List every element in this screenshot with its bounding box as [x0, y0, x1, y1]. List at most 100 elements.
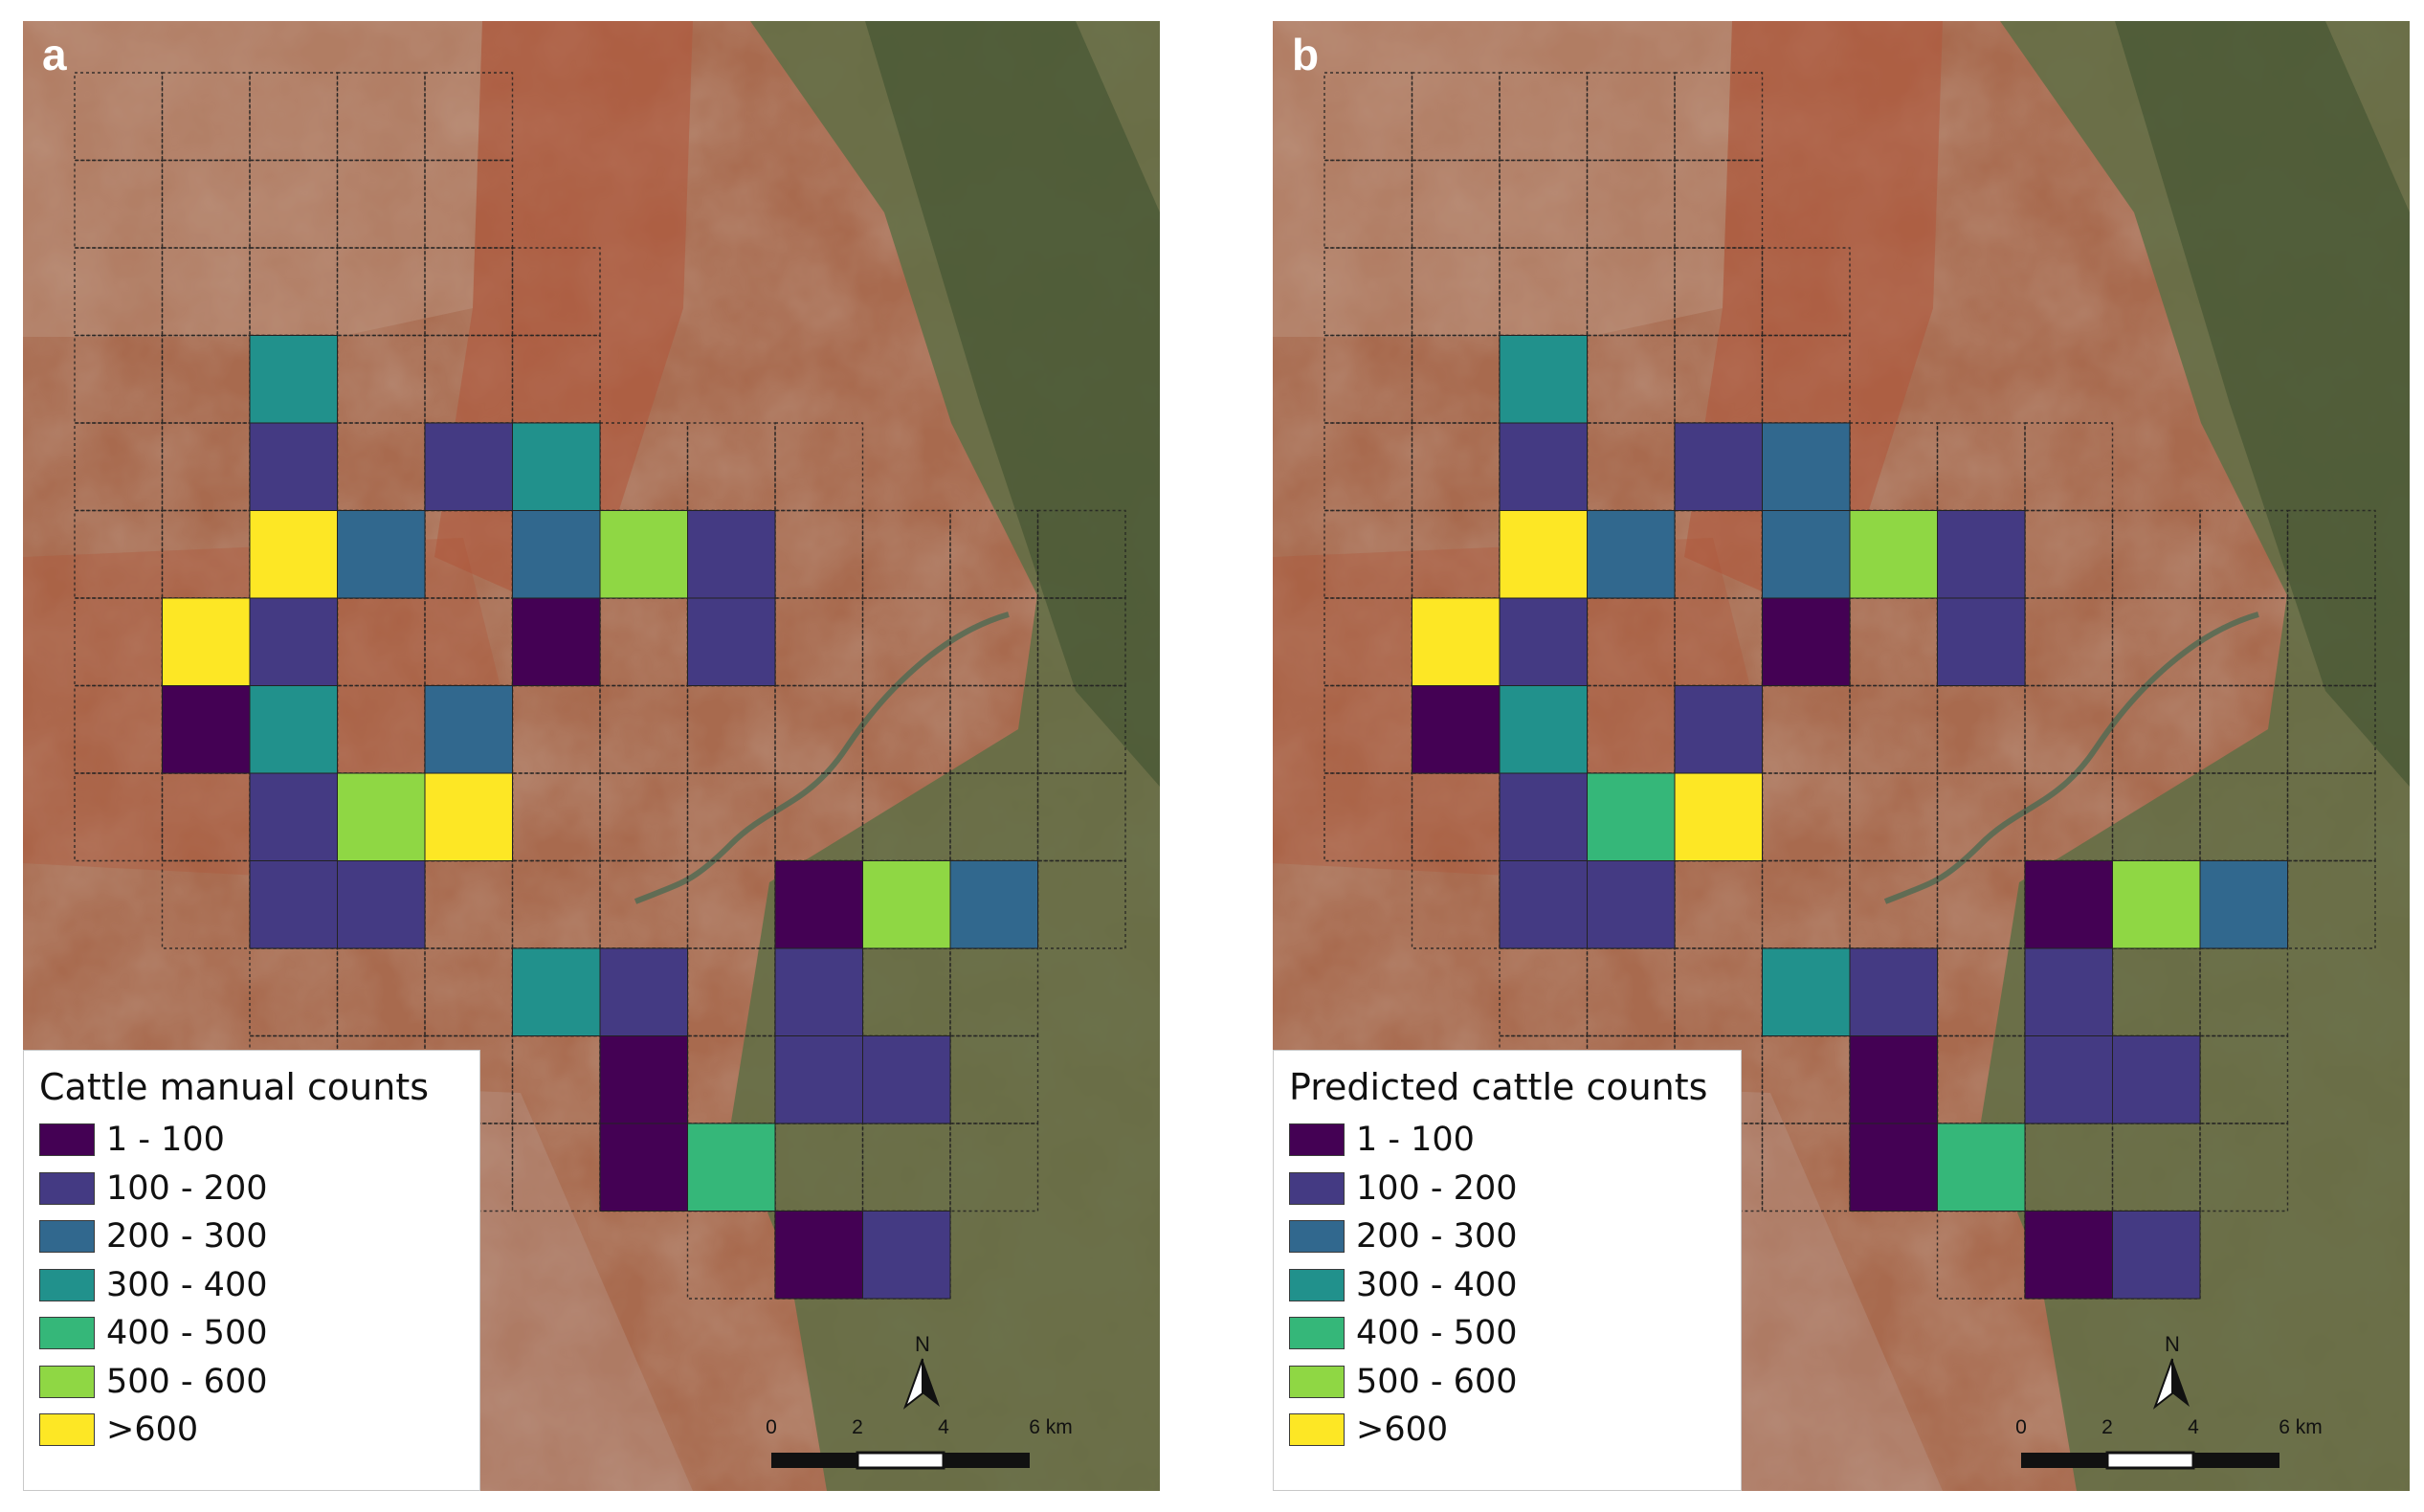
legend-item: 500 - 600	[1289, 1358, 1727, 1407]
grid-cell	[1411, 859, 1501, 949]
grid-cell	[249, 72, 339, 162]
count-cell	[1937, 597, 2026, 686]
count-cell	[249, 860, 338, 949]
dense-vegetation	[865, 21, 1160, 787]
grid-cell	[1036, 772, 1126, 862]
grid-cell	[511, 1034, 601, 1124]
count-cell	[1587, 860, 1676, 949]
grid-cell	[249, 947, 339, 1037]
grid-cell	[1411, 334, 1501, 424]
grid-cell	[774, 422, 864, 512]
grid-cell	[599, 772, 689, 862]
count-cell	[1674, 422, 1763, 511]
grid-cell	[2111, 597, 2201, 687]
count-cell	[1937, 1123, 2026, 1212]
grid-cell	[1036, 509, 1126, 599]
north-arrow-a: N	[901, 1332, 944, 1418]
grid-cell	[161, 772, 251, 862]
count-cell	[424, 685, 513, 774]
grid-cell	[74, 597, 164, 687]
legend-rows: 1 - 100 100 - 200 200 - 300 300 - 400 400 - …	[39, 1116, 466, 1455]
legend-swatch	[1289, 1317, 1345, 1350]
pale-soil-patch	[1273, 21, 1732, 337]
grid-cell	[1586, 247, 1676, 337]
scale-tick-label: 0	[2015, 1416, 2027, 1438]
legend-label: 400 - 500	[106, 1314, 268, 1353]
count-cell	[337, 860, 426, 949]
grid-cell	[2199, 684, 2289, 774]
legend-item: 300 - 400	[39, 1261, 466, 1310]
grid-cell	[74, 159, 164, 249]
count-cell	[687, 597, 776, 686]
legend-swatch	[1289, 1365, 1345, 1398]
legend-label: 500 - 600	[1356, 1362, 1518, 1401]
grid-cell	[2111, 684, 2201, 774]
count-cell	[949, 860, 1038, 949]
count-cell	[774, 1211, 863, 1300]
count-cell	[249, 772, 338, 861]
scale-tick-label: 4	[938, 1416, 949, 1438]
count-cell	[687, 510, 776, 599]
river-channel	[1883, 611, 2259, 904]
legend-swatch	[39, 1365, 95, 1398]
legend-swatch	[1289, 1413, 1345, 1447]
grid-cell	[1499, 947, 1589, 1037]
count-cell	[1849, 1123, 1938, 1212]
grid-cell	[74, 72, 164, 162]
count-cell	[1849, 1035, 1938, 1124]
count-cell	[1674, 772, 1763, 861]
count-cell	[1412, 597, 1501, 686]
grid-cell	[2286, 684, 2376, 774]
legend-item: 400 - 500	[39, 1309, 466, 1358]
grid-cell	[861, 684, 951, 774]
grid-cell	[74, 334, 164, 424]
grid-cell	[424, 947, 514, 1037]
count-cell	[249, 685, 338, 774]
count-cell	[687, 1123, 776, 1212]
scale-tick-label: 2	[852, 1416, 863, 1438]
grid-cell	[336, 947, 426, 1037]
count-cell	[2024, 1211, 2113, 1300]
scale-tick-label: 0	[766, 1416, 777, 1438]
count-cell	[774, 1035, 863, 1124]
river-channel	[634, 611, 1010, 904]
grid-cell	[1586, 159, 1676, 249]
count-cell	[2024, 1035, 2113, 1124]
grid-cell	[1036, 684, 1126, 774]
scale-tick-label: 2	[2102, 1416, 2113, 1438]
grid-cell	[1323, 72, 1413, 162]
count-cell	[1587, 772, 1676, 861]
legend-swatch	[39, 1220, 95, 1254]
legend-b: Predicted cattle counts 1 - 100 100 - 200…	[1273, 1050, 1742, 1491]
grid-cell	[686, 684, 776, 774]
panel-letter-a: a	[42, 30, 67, 79]
grid-cell	[949, 509, 1039, 599]
count-cell	[424, 422, 513, 511]
legend-item: 1 - 100	[39, 1116, 466, 1165]
scale-tick-label: 6 km	[2279, 1416, 2323, 1438]
grid-cell	[424, 159, 514, 249]
map-panel-b: b Predicted cattle counts 1 - 100 100 - 2…	[1273, 21, 2410, 1491]
count-cell	[2024, 860, 2113, 949]
grid-cell	[1499, 159, 1589, 249]
count-cell	[862, 860, 951, 949]
count-cell	[1762, 510, 1851, 599]
grid-cell	[1323, 247, 1413, 337]
count-cell	[337, 510, 426, 599]
scale-bar-a: 0 2 4 6 km	[766, 1416, 1073, 1483]
north-label: N	[2165, 1332, 2180, 1356]
grid-cell	[336, 72, 426, 162]
grid-cell	[2111, 509, 2201, 599]
grid-cell	[1849, 772, 1939, 862]
legend-label: 400 - 500	[1356, 1314, 1518, 1353]
grid-cell	[1323, 159, 1413, 249]
grid-cell	[424, 72, 514, 162]
north-arrow-icon	[2152, 1358, 2190, 1410]
count-cell	[512, 947, 601, 1036]
north-label: N	[915, 1332, 930, 1356]
grid-cell	[1499, 72, 1589, 162]
count-cell	[1849, 510, 1938, 599]
scale-ticks: 0 2 4 6 km	[766, 1416, 1073, 1447]
grid-cell	[1586, 947, 1676, 1037]
grid-cell	[599, 684, 689, 774]
